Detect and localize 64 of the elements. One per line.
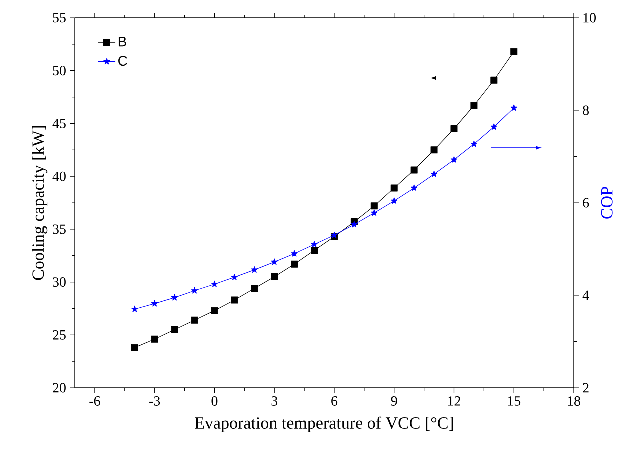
point	[351, 221, 358, 228]
y2-axis-title: COP	[601, 187, 613, 219]
y-tick-label: 20	[53, 383, 66, 393]
point	[211, 280, 218, 288]
x-tick-label: 12	[448, 396, 460, 406]
point	[430, 170, 438, 178]
point	[151, 300, 158, 307]
point	[311, 247, 318, 254]
point	[131, 344, 138, 352]
y-tick-label: 55	[53, 13, 66, 23]
point	[171, 326, 178, 334]
point	[291, 260, 298, 268]
point	[371, 210, 378, 216]
point	[510, 48, 518, 56]
point	[191, 316, 198, 324]
x-tick-label: 9	[391, 396, 398, 406]
point	[390, 184, 398, 192]
point	[132, 306, 138, 312]
point	[410, 166, 418, 174]
y-axis-title: Cooling capacity [kW]	[32, 126, 48, 280]
x-tick-label: 3	[272, 396, 278, 406]
y2-tick-label: 2	[583, 383, 589, 393]
legend-label: B	[118, 37, 126, 47]
point	[311, 241, 318, 248]
y-tick-label: 25	[53, 330, 66, 340]
point	[271, 258, 278, 266]
y-tick-label: 30	[53, 278, 66, 288]
x-tick-label: 18	[568, 396, 580, 406]
x-axis-title: Evaporation temperature of VCC [°C]	[195, 416, 454, 432]
point	[151, 336, 158, 343]
point	[430, 146, 438, 154]
legend-label: C	[118, 56, 128, 66]
y2-tick-label: 6	[583, 198, 590, 208]
point	[231, 274, 238, 280]
y-tick-label: 50	[53, 66, 66, 76]
y-tick-label: 35	[53, 224, 66, 234]
point	[271, 274, 278, 280]
point	[450, 156, 458, 163]
y2-tick-label: 10	[584, 13, 596, 23]
point	[171, 294, 178, 301]
point	[391, 198, 398, 204]
y2-tick-label: 8	[583, 106, 589, 116]
point	[191, 287, 198, 294]
point	[251, 266, 258, 273]
x-tick-label: -3	[150, 396, 160, 406]
point	[370, 202, 378, 210]
y-tick-label: 40	[52, 172, 66, 182]
y-tick-label: 45	[52, 119, 66, 128]
point	[510, 104, 518, 112]
y2-tick-label: 4	[582, 290, 590, 300]
point	[450, 126, 458, 133]
x-tick-label: 6	[332, 396, 338, 406]
x-tick-label: -6	[90, 396, 100, 406]
x-tick-label: 0	[212, 396, 218, 406]
point	[291, 250, 298, 257]
point	[490, 76, 498, 84]
point	[470, 140, 478, 148]
point	[490, 124, 498, 130]
point	[231, 296, 238, 304]
x-tick-label: 15	[508, 396, 521, 406]
point	[410, 184, 418, 192]
point	[211, 307, 218, 314]
point	[251, 285, 258, 292]
point	[470, 102, 478, 110]
